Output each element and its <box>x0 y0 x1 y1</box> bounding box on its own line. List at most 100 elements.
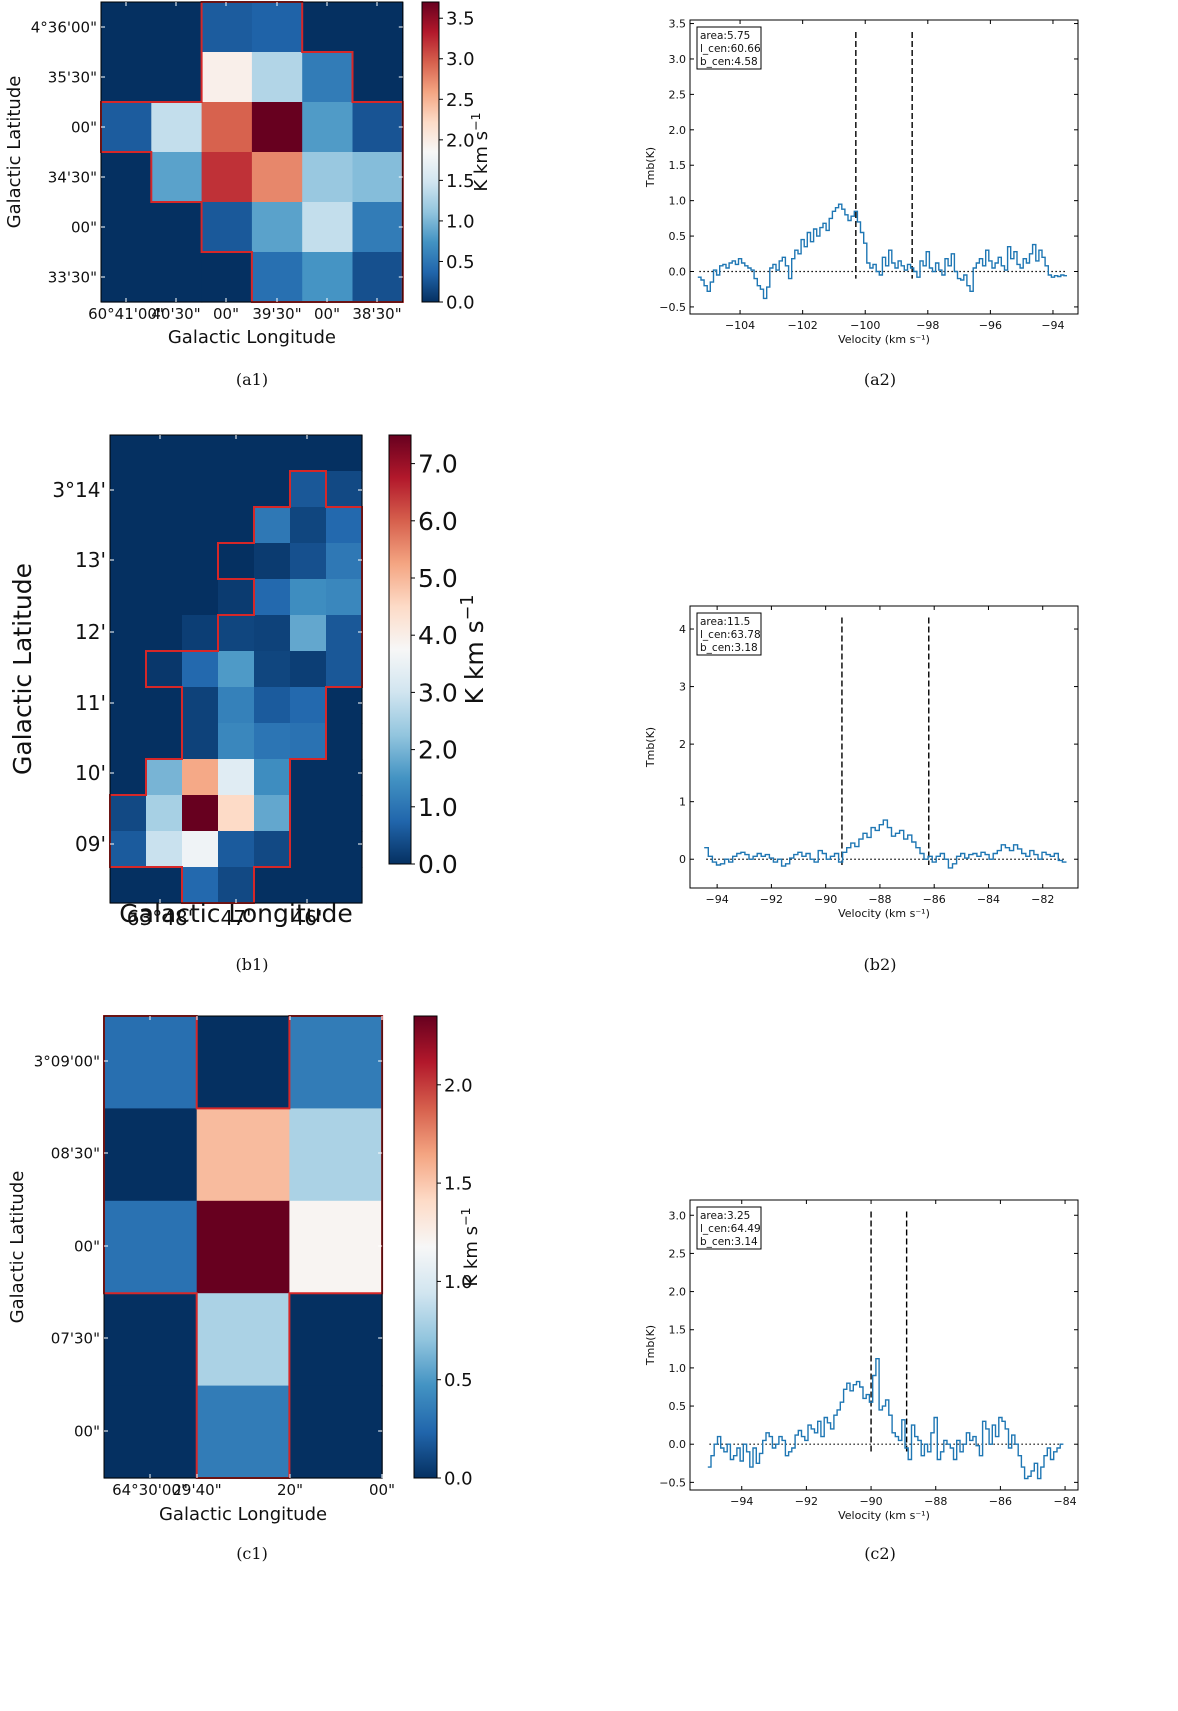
annotation-text: area:11.5 <box>700 616 750 628</box>
plot-frame <box>689 1199 1079 1491</box>
heatmap-cell <box>182 651 219 688</box>
panel-caption: (a2) <box>864 370 896 389</box>
heatmap-cell <box>201 152 253 203</box>
heatmap-cell <box>151 202 203 253</box>
heatmap-cell <box>151 2 203 53</box>
spectrum-panel: 0 1 2 3 4 −94 −92 −90 −88 −86 −84 −82 area:11.5l_cen… <box>644 605 1079 974</box>
heatmap-cell <box>104 1385 198 1479</box>
heatmap-cell <box>254 723 291 760</box>
ytick-label: 2.5 <box>669 1247 687 1260</box>
heatmap-cell <box>326 723 363 760</box>
y-axis-title: Galactic Latitude <box>8 563 37 775</box>
heatmap-cell <box>254 615 291 652</box>
spectrum-panel: −0.5 0.0 0.5 1.0 1.5 2.0 2.5 3.0 3.5 −104 −102 −100… <box>644 18 1079 389</box>
heatmap-cell <box>110 615 147 652</box>
heatmap-cell <box>290 435 327 472</box>
heatmap-cell <box>326 471 363 508</box>
heatmap-cell <box>302 102 354 153</box>
heatmap-cell <box>201 102 253 153</box>
x-axis-title: Galactic Longitude <box>119 899 352 928</box>
colorbar-tick-label: 0.5 <box>444 1370 473 1391</box>
ytick-label: 3.5 <box>669 18 687 31</box>
heatmap-cell <box>110 687 147 724</box>
heatmap-cell <box>326 651 363 688</box>
heatmap-cell <box>196 1108 290 1202</box>
x-axis-title: Velocity (km s⁻¹) <box>838 907 930 920</box>
colorbar-unit-exponent: −1 <box>458 1207 473 1226</box>
xtick-label: −90 <box>814 893 837 906</box>
plot-frame <box>689 19 1079 315</box>
heatmap-cell <box>254 543 291 580</box>
heatmap-cell <box>289 1293 383 1387</box>
annotation-box <box>696 26 762 70</box>
region-boundary <box>109 470 363 904</box>
heatmap-cell <box>290 543 327 580</box>
ytick-label: 00" <box>74 1237 100 1255</box>
colorbar-tick-label: 7.0 <box>418 450 458 479</box>
xtick-label: −94 <box>1041 319 1064 332</box>
colorbar-unit: K km s−1 <box>458 1207 482 1286</box>
heatmap-cell <box>254 831 291 868</box>
ytick-label: −0.5 <box>659 1476 686 1489</box>
heatmap-cell <box>289 1016 383 1109</box>
xtick-label: 39'30" <box>252 305 301 323</box>
heatmap-cell <box>146 867 183 904</box>
heatmap-cell <box>182 831 219 868</box>
panel-caption: (c2) <box>864 1544 896 1563</box>
colorbar-unit: K km s−1 <box>468 112 492 191</box>
heatmap-cell <box>289 1385 383 1479</box>
ytick-label: 11' <box>75 691 106 715</box>
heatmap-cell <box>110 831 147 868</box>
annotation-text: b_cen:3.18 <box>700 642 758 654</box>
heatmap-cell <box>218 579 255 616</box>
heatmap-cell <box>352 2 404 53</box>
ytick-label: 12' <box>75 620 106 644</box>
heatmap-cell <box>104 1200 198 1294</box>
heatmap-cell <box>326 759 363 796</box>
ytick-label: 33'30" <box>48 268 97 286</box>
heatmap-cell <box>218 507 255 544</box>
heatmap-cell <box>254 867 291 904</box>
heatmap-cell <box>110 507 147 544</box>
colorbar-tick-label: 1.0 <box>418 793 458 822</box>
heatmap-cell <box>251 152 303 203</box>
heatmap-cell <box>110 723 147 760</box>
heatmap-cell <box>101 2 152 53</box>
heatmap-cell <box>104 1293 198 1387</box>
heatmap-cell <box>146 507 183 544</box>
heatmap-cell <box>201 52 253 103</box>
colorbar-tick-label: 2.0 <box>444 1075 473 1096</box>
ytick-label: 0.5 <box>669 230 687 243</box>
heatmap-cell <box>254 687 291 724</box>
heatmap-cell <box>146 723 183 760</box>
heatmap-cell <box>146 471 183 508</box>
heatmap-cell <box>326 579 363 616</box>
heatmap-cell <box>254 651 291 688</box>
heatmap-cell <box>101 102 152 153</box>
colorbar-tick-label: 1.0 <box>446 211 475 232</box>
ytick-label: 00" <box>71 218 97 236</box>
y-axis-title: Tmb(K) <box>644 147 657 188</box>
heatmap-cell <box>326 687 363 724</box>
heatmap-cell <box>218 687 255 724</box>
heatmap-cell <box>302 202 354 253</box>
spectrum-line <box>704 819 1067 869</box>
heatmap-cell <box>110 795 147 832</box>
heatmap-cell <box>218 867 255 904</box>
map-frame <box>103 1015 383 1479</box>
heatmap-cell <box>101 252 152 303</box>
heatmap-cell <box>290 687 327 724</box>
xtick-label: 63°48' <box>127 906 193 930</box>
heatmap-cell <box>146 615 183 652</box>
heatmap-panel: 3°09'00" 08'30" 00" 07'30" 00" 64°30'00"29'40… <box>7 1015 482 1563</box>
heatmap-cell <box>201 202 253 253</box>
heatmap-cell <box>326 543 363 580</box>
y-axis-title: Tmb(K) <box>644 727 657 768</box>
xtick-label: −102 <box>788 319 818 332</box>
colorbar-unit: K km s−1 <box>458 595 489 705</box>
ytick-label: 3.0 <box>669 53 687 66</box>
heatmap-cell <box>101 152 152 203</box>
heatmap-cell <box>302 2 354 53</box>
heatmap-cell <box>326 831 363 868</box>
heatmap-cell <box>326 507 363 544</box>
